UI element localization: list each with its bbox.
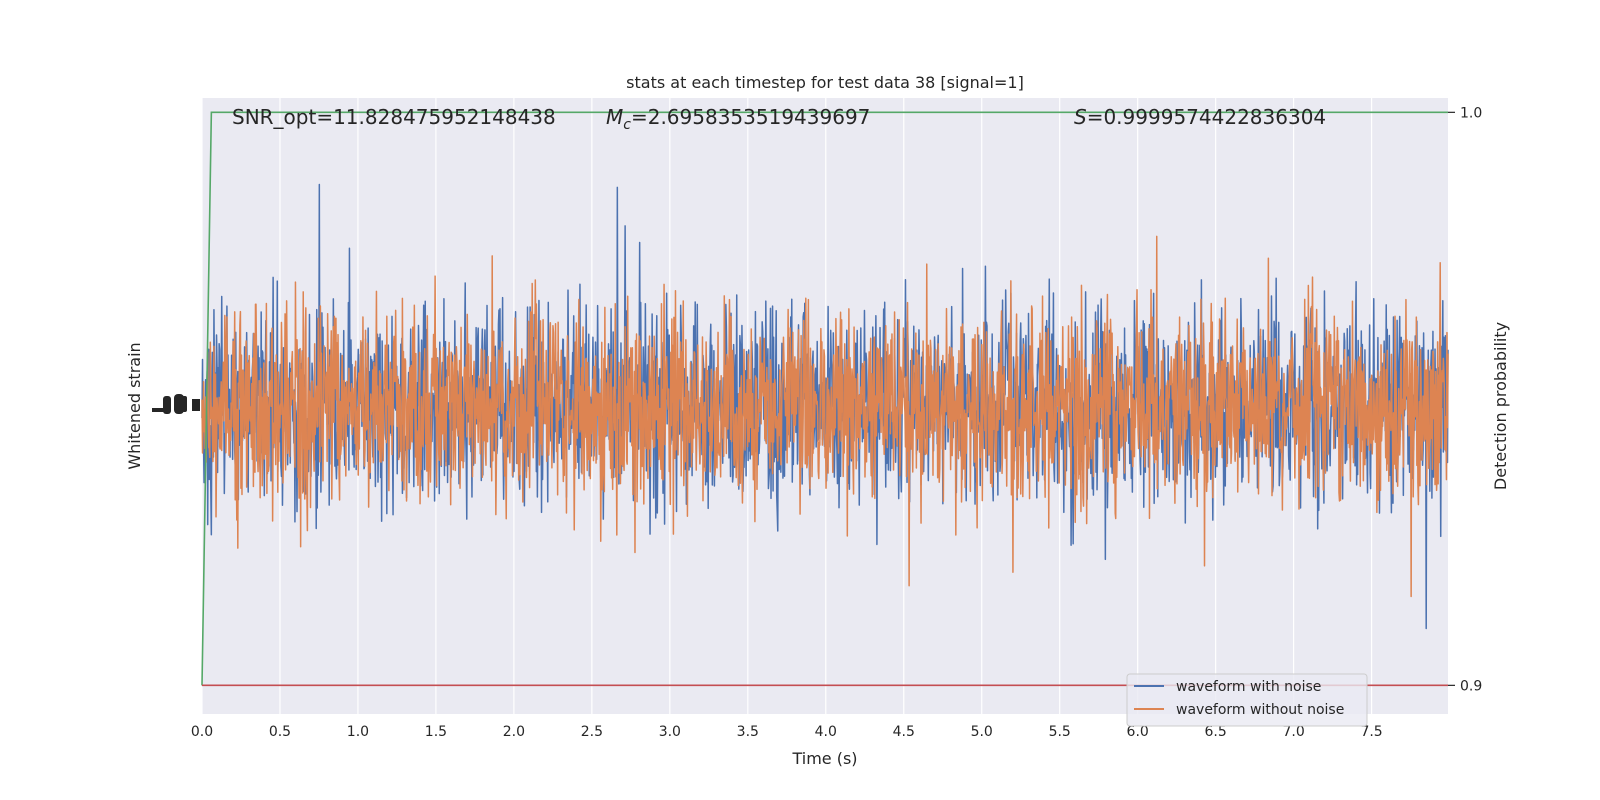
x-tick-label: 2.0	[503, 724, 525, 740]
x-tick-label: 4.5	[893, 724, 915, 740]
chart-title: stats at each timestep for test data 38 …	[626, 73, 1024, 92]
x-tick-label: 0.0	[191, 724, 213, 740]
right-tick-label: 1.0	[1460, 105, 1482, 121]
legend: waveform with noise waveform without noi…	[1126, 673, 1368, 727]
x-tick-label: 2.5	[581, 724, 603, 740]
x-tick-label: 5.5	[1049, 724, 1071, 740]
series-line-waveform-without-noise	[201, 235, 1449, 598]
x-tick-label: 4.0	[815, 724, 837, 740]
x-tick-label: 0.5	[269, 724, 291, 740]
detection-probability-line	[201, 111, 1448, 686]
x-tick-label: 5.0	[971, 724, 993, 740]
legend-label-without-noise: waveform without noise	[1176, 702, 1344, 718]
x-axis-label: Time (s)	[791, 749, 857, 768]
legend-label-with-noise: waveform with noise	[1176, 679, 1321, 695]
left-y-tick-labels	[152, 394, 200, 414]
x-tick-label: 1.5	[425, 724, 447, 740]
chirp-mass-annotation: Mc=2.6958353519439697	[606, 105, 870, 133]
score-annotation: S=0.9999574422836304	[1074, 105, 1326, 129]
legend-box	[1126, 673, 1368, 727]
x-tick-label: 3.5	[737, 724, 759, 740]
x-ticks: 0.0 0.5 1.0 1.5 2.0 2.5 3.0 3.5 4.0 4.5 5.0 5.5 6.0 6…	[191, 724, 1383, 740]
snr-annotation: SNR_opt=11.828475952148438	[232, 105, 556, 129]
right-y-ticks: 0.9 1.0	[1448, 105, 1482, 694]
x-tick-label: 6.5	[1205, 724, 1227, 740]
x-tick-label: 3.0	[659, 724, 681, 740]
right-y-axis-label: Detection probability	[1491, 322, 1510, 490]
left-y-axis-label: Whitened strain	[125, 342, 144, 469]
right-tick-label: 0.9	[1460, 678, 1482, 694]
x-tick-label: 7.0	[1282, 724, 1304, 740]
x-tick-label: 1.0	[347, 724, 369, 740]
x-tick-label: 6.0	[1127, 724, 1149, 740]
x-tick-label: 7.5	[1360, 724, 1382, 740]
